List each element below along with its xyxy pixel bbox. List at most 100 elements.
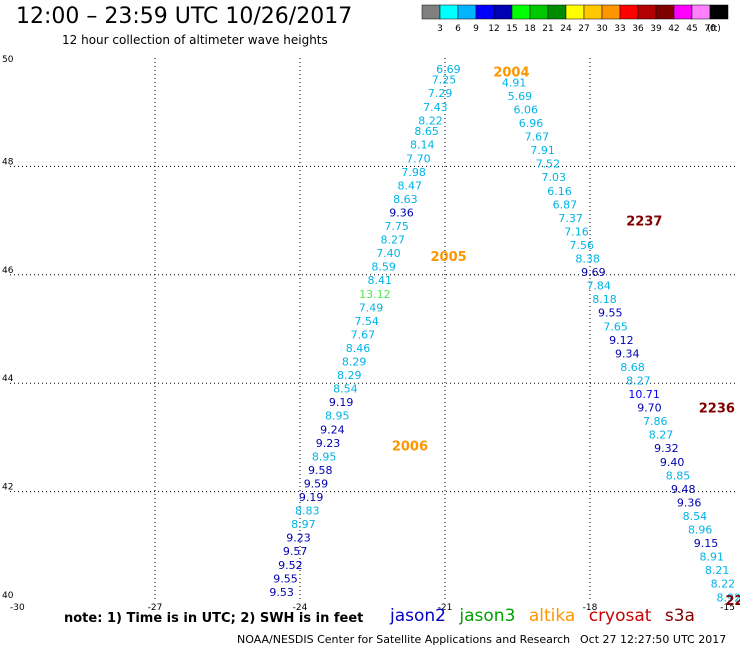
pass-number-label: 22 [725, 594, 740, 609]
wave-height-label: 8.68 [620, 361, 645, 374]
wave-height-label: 8.63 [393, 193, 418, 206]
wave-height-label: 9.57 [283, 545, 308, 558]
wave-height-label: 9.69 [581, 266, 606, 279]
wave-height-label: 8.27 [626, 374, 651, 387]
wave-height-label: 7.03 [542, 171, 567, 184]
wave-height-label: 8.27 [649, 429, 674, 442]
pass-number-label: 2237 [626, 215, 662, 230]
colorbar-unit: (ft) [707, 24, 721, 34]
wave-height-label: 9.48 [671, 483, 696, 496]
wave-height-label: 6.87 [553, 198, 578, 211]
wave-height-label: 7.16 [564, 225, 589, 238]
colorbar-label: 45 [686, 24, 697, 34]
legend-cryosat: cryosat [588, 606, 652, 626]
footer-organization: NOAA/NESDIS Center for Satellite Applica… [237, 633, 571, 646]
wave-height-label: 8.29 [342, 356, 367, 369]
colorbar-label: 12 [488, 24, 499, 34]
wave-height-label: 7.52 [536, 158, 561, 171]
wave-height-label: 9.36 [389, 206, 414, 219]
colorbar-label: 30 [596, 24, 608, 34]
pass-number-label: 2006 [392, 440, 428, 455]
wave-height-label: 6.06 [513, 103, 538, 116]
colorbar-label: 15 [506, 24, 517, 34]
wave-height-label: 9.15 [694, 537, 719, 550]
colorbar-label: 9 [473, 24, 479, 34]
colorbar-label: 42 [668, 24, 679, 34]
colorbar-label: 21 [542, 24, 553, 34]
wave-height-label: 9.32 [654, 442, 679, 455]
wave-height-label: 7.43 [423, 101, 448, 114]
wave-height-label: 8.14 [410, 139, 435, 152]
wave-height-label: 9.53 [269, 586, 294, 599]
wave-height-label: 8.18 [592, 293, 617, 306]
pass-number-label: 2005 [431, 250, 467, 265]
wave-height-label: 8.27 [381, 234, 406, 247]
colorbar-label: 36 [632, 24, 644, 34]
wave-height-label: 10.71 [628, 388, 660, 401]
wave-height-label: 7.54 [354, 315, 379, 328]
wave-height-label: 7.67 [525, 131, 550, 144]
x-tick-label: -27 [148, 603, 163, 613]
wave-height-label: 7.70 [406, 152, 431, 165]
wave-height-label: 7.29 [428, 87, 453, 100]
y-tick-label: 44 [2, 374, 14, 384]
wave-height-label: 9.24 [320, 423, 345, 436]
legend-jason2: jason2 [390, 606, 446, 626]
wave-height-label: 8.83 [295, 505, 320, 518]
wave-height-label: 9.59 [304, 477, 329, 490]
wave-height-label: 8.22 [711, 578, 736, 591]
wave-height-label: 9.23 [286, 532, 311, 545]
wave-height-label: 9.52 [278, 559, 303, 572]
wave-height-label: 7.91 [530, 144, 555, 157]
note-text: note: 1) Time is in UTC; 2) SWH is in fe… [64, 611, 364, 626]
legend-jason3: jason3 [459, 606, 516, 626]
wave-height-label: 8.95 [325, 410, 350, 423]
wave-height-label: 9.70 [637, 402, 662, 415]
x-tick-label: -15 [720, 603, 735, 613]
wave-height-label: 8.41 [368, 274, 393, 287]
y-tick-label: 50 [2, 55, 14, 65]
colorbar-label: 3 [437, 24, 443, 34]
colorbar-label: 27 [578, 24, 589, 34]
chart-subtitle: 12 hour collection of altimeter wave hei… [62, 33, 328, 47]
wave-height-label: 9.12 [609, 334, 634, 347]
colorbar-label: 24 [560, 24, 572, 34]
wave-height-label: 7.37 [558, 212, 583, 225]
wave-height-label: 9.36 [677, 496, 702, 509]
colorbar-swatch [709, 4, 729, 20]
y-tick-label: 40 [2, 591, 14, 601]
wave-height-label: 6.69 [436, 63, 461, 76]
x-tick-label: -18 [583, 603, 598, 613]
wave-height-label: 6.16 [547, 185, 572, 198]
colorbar-label: 33 [614, 24, 625, 34]
y-tick-label: 48 [2, 157, 14, 167]
wave-height-label: 8.47 [397, 179, 422, 192]
wave-height-label: 9.58 [308, 464, 333, 477]
wave-height-label: 8.96 [688, 524, 713, 537]
wave-height-label: 8.85 [666, 469, 691, 482]
colorbar-label: 18 [524, 24, 536, 34]
wave-height-label: 7.56 [570, 239, 595, 252]
wave-height-label: 7.86 [643, 415, 668, 428]
wave-height-label: 9.34 [615, 347, 640, 360]
colorbar-label: 39 [650, 24, 662, 34]
wave-height-label: 7.84 [586, 280, 611, 293]
wave-height-label: 7.49 [359, 301, 384, 314]
wave-height-label: 7.65 [603, 320, 628, 333]
wave-height-label: 9.55 [273, 572, 298, 585]
wave-height-label: 8.22 [418, 114, 443, 127]
wave-height-label: 9.19 [329, 396, 354, 409]
wave-height-label: 8.59 [371, 261, 396, 274]
y-tick-label: 42 [2, 483, 13, 493]
wave-height-label: 7.98 [401, 166, 426, 179]
wave-height-label: 7.40 [376, 247, 401, 260]
footer-timestamp: Oct 27 12:27:50 UTC 2017 [580, 633, 727, 646]
chart-title: 12:00 – 23:59 UTC 10/26/2017 [16, 4, 353, 29]
wave-height-label: 7.67 [351, 328, 376, 341]
wave-height-label: 8.92 [716, 591, 740, 604]
colorbar-label: 70 [704, 24, 716, 34]
wave-height-label: 8.97 [291, 518, 316, 531]
x-tick-label: -30 [10, 603, 25, 613]
wave-height-label: 5.69 [508, 90, 533, 103]
wave-height-label: 13.12 [359, 288, 391, 301]
